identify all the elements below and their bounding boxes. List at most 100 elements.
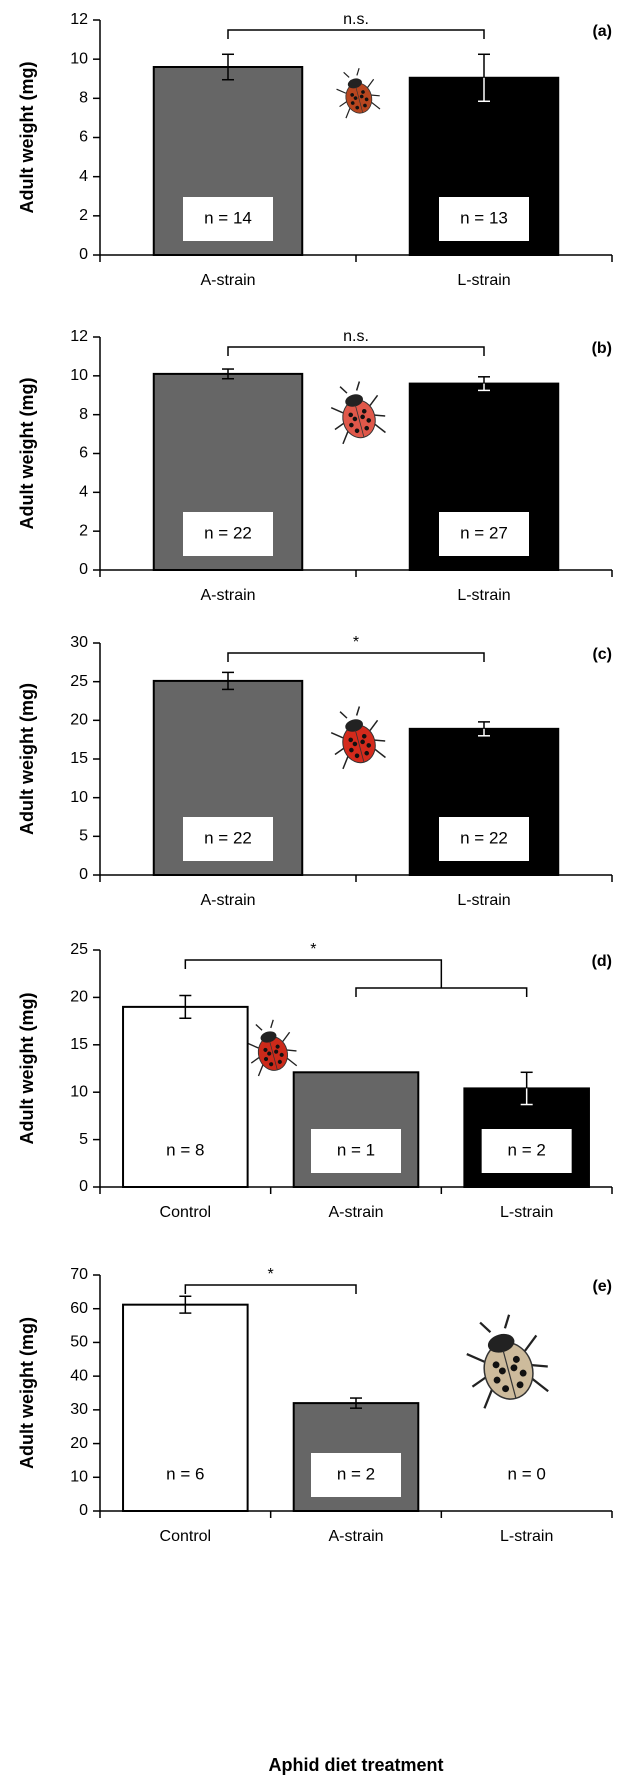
ladybug-leg — [355, 68, 361, 75]
y-tick-label: 60 — [70, 1300, 88, 1317]
sample-size-label: n = 8 — [166, 1140, 204, 1159]
sample-size-label: n = 22 — [460, 828, 508, 847]
y-tick-label: 15 — [70, 750, 88, 767]
ladybug-illustration — [325, 377, 390, 445]
sample-size-label: n = 27 — [460, 523, 508, 542]
y-tick-label: 8 — [79, 406, 88, 423]
ladybug-leg — [355, 707, 362, 716]
panel-label: (c) — [592, 646, 612, 663]
y-tick-label: 10 — [70, 50, 88, 67]
x-tick-label: Control — [160, 1204, 212, 1221]
panel-label: (e) — [592, 1278, 612, 1295]
panel-label: (b) — [592, 340, 612, 357]
ladybug-leg — [281, 1032, 292, 1041]
significance-label: * — [268, 1266, 274, 1283]
ladybug-leg — [269, 1020, 275, 1028]
y-tick-label: 20 — [70, 712, 88, 729]
ladybug-leg — [337, 87, 346, 95]
y-tick-label: 50 — [70, 1334, 88, 1351]
sample-size-label: n = 6 — [166, 1464, 204, 1483]
sample-size-label: n = 14 — [204, 208, 252, 227]
ladybug-leg — [331, 730, 343, 740]
y-tick-label: 30 — [70, 634, 88, 651]
y-tick-label: 12 — [70, 11, 88, 28]
y-tick-label: 10 — [70, 1083, 88, 1100]
bracket — [185, 1285, 356, 1294]
y-tick-label: 6 — [79, 129, 88, 146]
x-tick-label: A-strain — [200, 587, 255, 604]
y-tick-label: 8 — [79, 90, 88, 107]
sample-size-label: n = 13 — [460, 208, 508, 227]
ladybug-leg — [340, 385, 347, 394]
y-tick-label: 25 — [70, 941, 88, 958]
x-tick-label: A-strain — [200, 892, 255, 909]
y-tick-label: 10 — [70, 1469, 88, 1486]
panel-label: (d) — [592, 953, 612, 970]
sample-size-label: n = 2 — [508, 1140, 546, 1159]
ladybug-illustration — [325, 702, 390, 770]
y-tick-label: 0 — [79, 561, 88, 578]
y-tick-label: 70 — [70, 1266, 88, 1283]
ladybug-leg — [256, 1023, 262, 1031]
ladybug-leg — [248, 1041, 259, 1050]
y-tick-label: 0 — [79, 1178, 88, 1195]
x-tick-label: A-strain — [328, 1204, 383, 1221]
ladybug-illustration — [331, 65, 383, 119]
y-tick-label: 2 — [79, 522, 88, 539]
y-axis-label: Adult weight (mg) — [17, 1317, 37, 1469]
ladybug-illustration — [457, 1309, 554, 1410]
significance-label: n.s. — [343, 328, 369, 345]
significance-label: * — [353, 634, 359, 651]
ladybug-leg — [368, 720, 380, 730]
x-tick-label: L-strain — [500, 1528, 553, 1545]
y-tick-label: 4 — [79, 484, 88, 501]
ladybug-leg — [467, 1350, 485, 1365]
sample-size-label: n = 1 — [337, 1140, 375, 1159]
x-axis-label: Aphid diet treatment — [268, 1755, 443, 1775]
x-tick-label: L-strain — [457, 587, 510, 604]
ladybug-illustration — [242, 1016, 300, 1077]
bracket — [185, 960, 441, 988]
y-axis-label: Adult weight (mg) — [17, 683, 37, 835]
x-tick-label: L-strain — [500, 1204, 553, 1221]
sample-size-label: n = 22 — [204, 523, 252, 542]
y-axis-label: Adult weight (mg) — [17, 378, 37, 530]
y-tick-label: 6 — [79, 445, 88, 462]
y-tick-label: 5 — [79, 1131, 88, 1148]
y-tick-label: 0 — [79, 1502, 88, 1519]
sample-size-label: n = 0 — [508, 1464, 546, 1483]
y-tick-label: 25 — [70, 673, 88, 690]
ladybug-leg — [368, 395, 380, 405]
x-tick-label: L-strain — [457, 272, 510, 289]
y-tick-label: 4 — [79, 168, 88, 185]
bracket — [228, 30, 484, 39]
ladybug-leg — [480, 1321, 490, 1335]
y-tick-label: 30 — [70, 1401, 88, 1418]
y-tick-label: 20 — [70, 989, 88, 1006]
x-tick-label: Control — [160, 1528, 212, 1545]
ladybug-leg — [331, 405, 343, 415]
y-axis-label: Adult weight (mg) — [17, 993, 37, 1145]
panel-label: (a) — [592, 23, 612, 40]
ladybug-leg — [366, 79, 375, 87]
ladybug-leg — [340, 710, 347, 719]
ladybug-leg — [355, 382, 362, 391]
bracket — [228, 347, 484, 356]
y-axis-label: Adult weight (mg) — [17, 62, 37, 214]
y-tick-label: 20 — [70, 1435, 88, 1452]
sample-size-label: n = 22 — [204, 828, 252, 847]
sample-size-label: n = 2 — [337, 1464, 375, 1483]
y-tick-label: 10 — [70, 367, 88, 384]
y-tick-label: 40 — [70, 1367, 88, 1384]
figure: 024681012Adult weight (mg)(a)n = 14A-str… — [0, 0, 625, 1779]
ladybug-leg — [522, 1335, 540, 1350]
x-tick-label: A-strain — [328, 1528, 383, 1545]
y-tick-label: 2 — [79, 207, 88, 224]
y-tick-label: 0 — [79, 246, 88, 263]
x-tick-label: L-strain — [457, 892, 510, 909]
sub-bracket — [356, 988, 527, 997]
significance-label: n.s. — [343, 11, 369, 28]
y-tick-label: 0 — [79, 866, 88, 883]
y-tick-label: 10 — [70, 789, 88, 806]
x-tick-label: A-strain — [200, 272, 255, 289]
